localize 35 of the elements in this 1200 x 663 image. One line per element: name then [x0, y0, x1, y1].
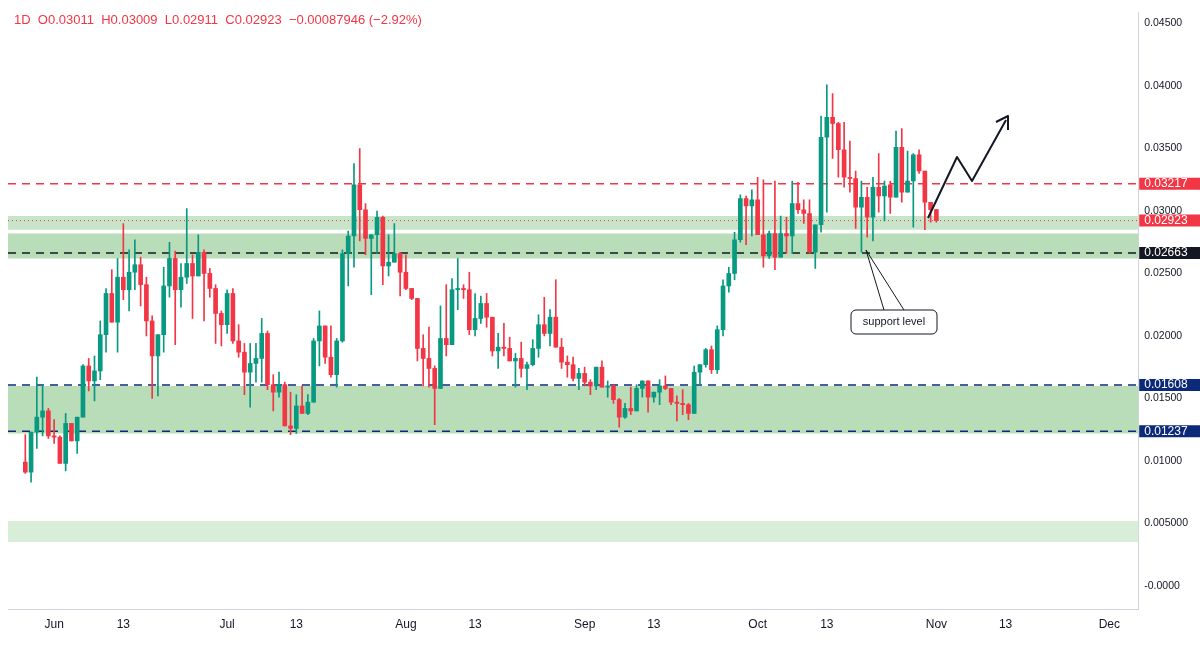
- x-tick-label: 13: [820, 617, 834, 632]
- candlestick: [443, 284, 449, 357]
- x-tick-label: Jul: [219, 617, 235, 632]
- x-tick-label: Sep: [573, 617, 596, 632]
- annotation: support level: [862, 315, 926, 328]
- candlestick: [605, 380, 611, 398]
- x-tick-label: Oct: [748, 617, 768, 632]
- candlestick: [628, 386, 634, 415]
- ref-line-label: 0.02663: [1144, 245, 1188, 260]
- y-tick-label: 0.03500: [1144, 141, 1183, 154]
- y-tick-label: 0.02000: [1144, 328, 1183, 341]
- x-tick-label: Aug: [395, 617, 417, 632]
- x-tick-label: 13: [289, 617, 304, 632]
- ref-line-label: 0.03217: [1144, 176, 1188, 191]
- ref-line-label: 0.01608: [1144, 377, 1188, 392]
- y-tick-label: 0.04000: [1144, 78, 1183, 91]
- y-tick-label: -0.0000: [1144, 578, 1180, 591]
- x-tick-label: 13: [647, 617, 661, 632]
- x-tick-label: Jun: [44, 617, 64, 632]
- y-tick-label: 0.04500: [1144, 16, 1183, 29]
- y-tick-label: 0.03000: [1144, 203, 1183, 216]
- chart-title: 1D O0.03011 H0.03009 L0.02911 C0.02923 −0.00087946 (−2.92%): [14, 12, 422, 27]
- candlestick: [22, 434, 28, 474]
- x-tick-label: Nov: [925, 617, 948, 632]
- x-tick-label: 13: [468, 617, 483, 632]
- y-tick-label: 0.01500: [1144, 391, 1183, 404]
- candlestick: [121, 223, 126, 301]
- y-tick-label: 0.02500: [1144, 266, 1183, 279]
- ref-line-label: 0.01237: [1144, 423, 1188, 438]
- candlestick: [132, 239, 138, 291]
- y-tick-label: 0.01000: [1144, 453, 1183, 466]
- x-tick-label: 13: [998, 617, 1013, 632]
- x-tick-label: 13: [116, 617, 131, 632]
- x-tick-label: Dec: [1098, 617, 1121, 632]
- y-tick-label: 0.005000: [1144, 516, 1189, 529]
